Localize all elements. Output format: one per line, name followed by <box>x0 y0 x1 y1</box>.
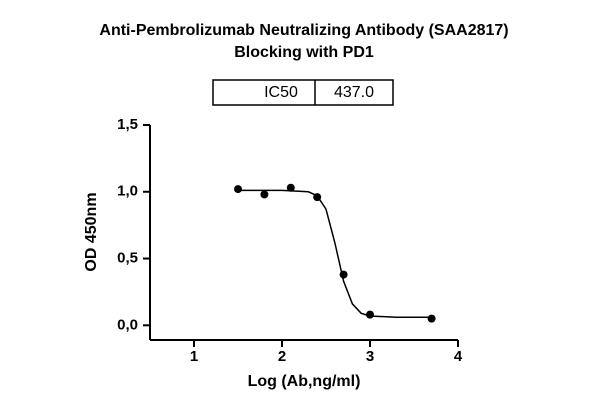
data-point <box>313 193 322 202</box>
data-point <box>260 190 269 199</box>
data-point <box>427 314 436 323</box>
ic50-value: 437.0 <box>334 84 374 101</box>
y-tick-label: 0,0 <box>117 316 138 333</box>
fit-curve <box>238 189 432 319</box>
chart-title: Blocking with PD1 <box>234 44 374 61</box>
y-tick-label: 1,0 <box>117 183 138 200</box>
x-tick-label: 3 <box>366 348 374 365</box>
ic50-table <box>212 79 394 106</box>
y-tick-label: 1,5 <box>117 116 138 133</box>
x-tick-label: 2 <box>278 348 286 365</box>
ic50-label: IC50 <box>264 84 298 101</box>
data-point <box>366 310 374 319</box>
x-axis-label: Log (Ab,ng/ml) <box>248 373 361 390</box>
x-tick-label: 4 <box>454 348 463 365</box>
data-point <box>339 270 348 279</box>
chart-title: Anti-Pembrolizumab Neutralizing Antibody… <box>99 22 508 39</box>
x-tick-label: 1 <box>190 348 198 365</box>
data-point <box>286 183 295 192</box>
data-point <box>234 185 242 194</box>
y-axis-label: OD 450nm <box>83 192 100 271</box>
y-tick-label: 0,5 <box>117 250 138 267</box>
